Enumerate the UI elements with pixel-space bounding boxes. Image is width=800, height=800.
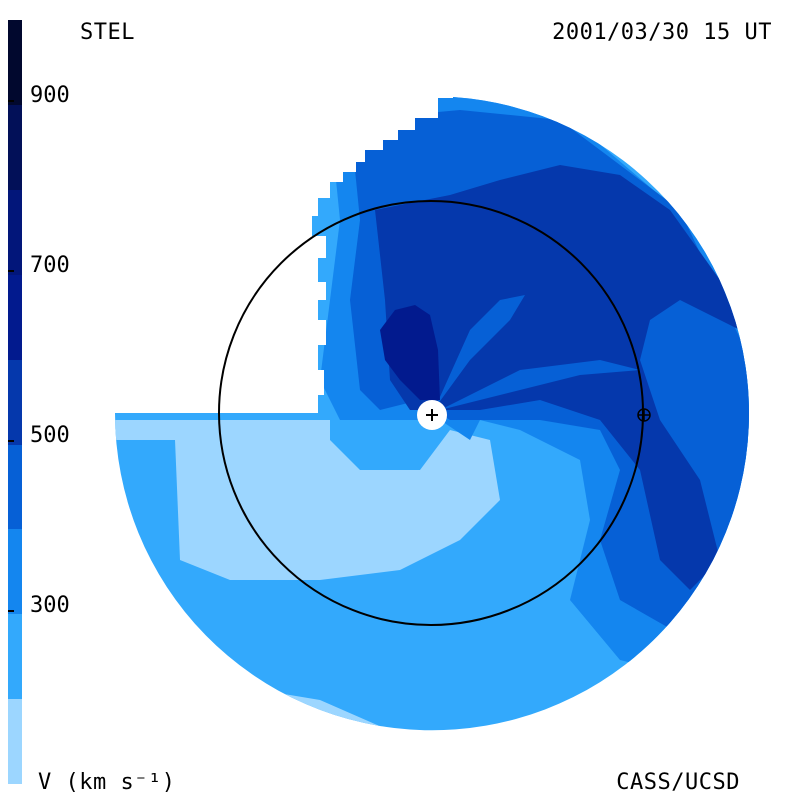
observatory-label: STEL <box>80 20 135 45</box>
contour-ray-north <box>435 295 525 408</box>
colorbar-label-500: 500 <box>30 423 70 448</box>
colorbar-band <box>8 699 22 785</box>
credit-label: CASS/UCSD <box>616 770 740 795</box>
colorbar-tick <box>8 610 14 612</box>
colorbar <box>8 20 22 785</box>
contour-east-band <box>700 560 749 660</box>
contour-700-800 <box>380 305 440 400</box>
colorbar-tick <box>8 440 14 442</box>
colorbar-tick <box>8 100 14 102</box>
timestamp-label: 2001/03/30 15 UT <box>552 20 772 45</box>
colorbar-tick <box>8 270 14 272</box>
colorbar-label-700: 700 <box>30 253 70 278</box>
colorbar-band <box>8 529 22 615</box>
colorbar-band <box>8 274 22 360</box>
colorbar-band <box>8 614 22 700</box>
colorbar-band <box>8 104 22 190</box>
contour-ray-east <box>440 360 640 410</box>
colorbar-band <box>8 189 22 275</box>
colorbar-label-900: 900 <box>30 83 70 108</box>
colorbar-band <box>8 444 22 530</box>
colorbar-band <box>8 20 22 105</box>
colorbar-band <box>8 359 22 445</box>
colorbar-label-300: 300 <box>30 593 70 618</box>
colorbar-units-label: V (km s⁻¹) <box>38 770 176 795</box>
earth-orbit-circle <box>218 200 644 626</box>
contour-low-southwest <box>115 420 500 580</box>
